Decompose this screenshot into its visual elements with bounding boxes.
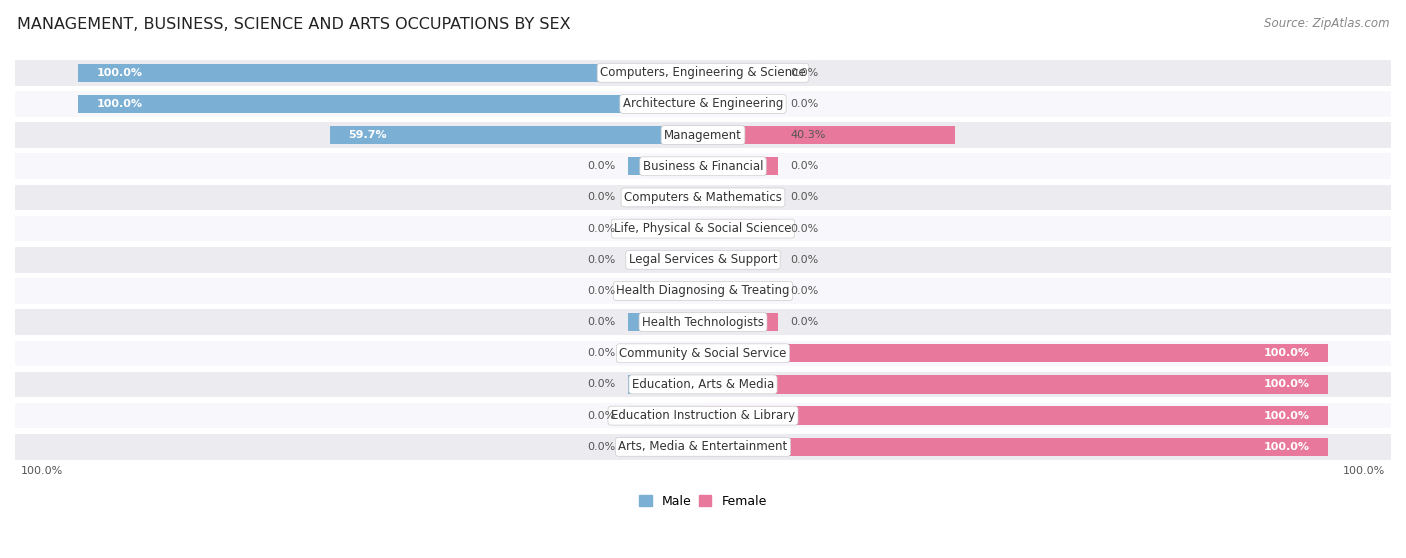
Bar	[15, 247, 1391, 272]
Bar	[703, 406, 1329, 425]
Text: 0.0%: 0.0%	[790, 161, 818, 171]
Bar	[77, 95, 703, 113]
Text: Life, Physical & Social Science: Life, Physical & Social Science	[614, 222, 792, 235]
Bar	[15, 216, 1391, 242]
Bar	[703, 64, 778, 82]
Text: 0.0%: 0.0%	[588, 348, 616, 358]
Text: Architecture & Engineering: Architecture & Engineering	[623, 98, 783, 110]
Text: Arts, Media & Entertainment: Arts, Media & Entertainment	[619, 440, 787, 453]
Text: 40.3%: 40.3%	[790, 130, 825, 140]
Text: 0.0%: 0.0%	[588, 379, 616, 389]
Text: 0.0%: 0.0%	[588, 255, 616, 265]
Bar	[77, 64, 703, 82]
Text: 100.0%: 100.0%	[96, 68, 142, 78]
Text: MANAGEMENT, BUSINESS, SCIENCE AND ARTS OCCUPATIONS BY SEX: MANAGEMENT, BUSINESS, SCIENCE AND ARTS O…	[17, 17, 571, 32]
Text: 100.0%: 100.0%	[1264, 442, 1310, 452]
Bar	[15, 91, 1391, 117]
Text: 0.0%: 0.0%	[790, 99, 818, 109]
Text: 0.0%: 0.0%	[588, 317, 616, 327]
Bar	[15, 153, 1391, 179]
Text: 0.0%: 0.0%	[588, 286, 616, 296]
Text: 0.0%: 0.0%	[790, 224, 818, 234]
Bar	[703, 126, 955, 145]
Text: 0.0%: 0.0%	[588, 224, 616, 234]
Text: Business & Financial: Business & Financial	[643, 160, 763, 173]
Text: Source: ZipAtlas.com: Source: ZipAtlas.com	[1264, 17, 1389, 30]
Bar	[703, 375, 1329, 393]
Legend: Male, Female: Male, Female	[634, 490, 772, 513]
Text: 59.7%: 59.7%	[349, 130, 387, 140]
Bar	[703, 95, 778, 113]
Bar	[703, 437, 1329, 456]
Text: 0.0%: 0.0%	[790, 255, 818, 265]
Bar	[703, 188, 778, 206]
Bar	[628, 344, 703, 363]
Bar	[15, 340, 1391, 366]
Text: Education Instruction & Library: Education Instruction & Library	[612, 409, 794, 422]
Bar	[628, 313, 703, 331]
Bar	[703, 219, 778, 238]
Text: Education, Arts & Media: Education, Arts & Media	[631, 378, 775, 391]
Text: Community & Social Service: Community & Social Service	[619, 347, 787, 360]
Text: 0.0%: 0.0%	[790, 286, 818, 296]
Text: 100.0%: 100.0%	[21, 466, 63, 476]
Text: 0.0%: 0.0%	[790, 193, 818, 203]
Text: Legal Services & Support: Legal Services & Support	[628, 253, 778, 266]
Text: 0.0%: 0.0%	[588, 193, 616, 203]
Text: 100.0%: 100.0%	[96, 99, 142, 109]
Text: 100.0%: 100.0%	[1264, 411, 1310, 421]
Bar	[628, 157, 703, 175]
Bar	[703, 251, 778, 269]
Text: 100.0%: 100.0%	[1343, 466, 1385, 476]
Bar	[15, 372, 1391, 397]
Bar	[329, 126, 703, 145]
Bar	[628, 219, 703, 238]
Bar	[628, 375, 703, 393]
Bar	[628, 437, 703, 456]
Bar	[703, 282, 778, 300]
Text: 0.0%: 0.0%	[790, 68, 818, 78]
Bar	[628, 251, 703, 269]
Text: 100.0%: 100.0%	[1264, 348, 1310, 358]
Text: Computers, Engineering & Science: Computers, Engineering & Science	[600, 66, 806, 79]
Text: Health Technologists: Health Technologists	[643, 316, 763, 329]
Text: Management: Management	[664, 128, 742, 142]
Bar	[15, 185, 1391, 210]
Text: 0.0%: 0.0%	[588, 411, 616, 421]
Bar	[15, 403, 1391, 429]
Bar	[628, 282, 703, 300]
Bar	[703, 157, 778, 175]
Text: 0.0%: 0.0%	[588, 442, 616, 452]
Bar	[15, 434, 1391, 460]
Bar	[703, 344, 1329, 363]
Bar	[628, 188, 703, 206]
Bar	[15, 309, 1391, 335]
Text: 0.0%: 0.0%	[790, 317, 818, 327]
Bar	[15, 278, 1391, 304]
Bar	[703, 313, 778, 331]
Text: Computers & Mathematics: Computers & Mathematics	[624, 191, 782, 204]
Text: 100.0%: 100.0%	[1264, 379, 1310, 389]
Bar	[15, 60, 1391, 85]
Text: Health Diagnosing & Treating: Health Diagnosing & Treating	[616, 285, 790, 297]
Bar	[628, 406, 703, 425]
Text: 0.0%: 0.0%	[588, 161, 616, 171]
Bar	[15, 122, 1391, 148]
